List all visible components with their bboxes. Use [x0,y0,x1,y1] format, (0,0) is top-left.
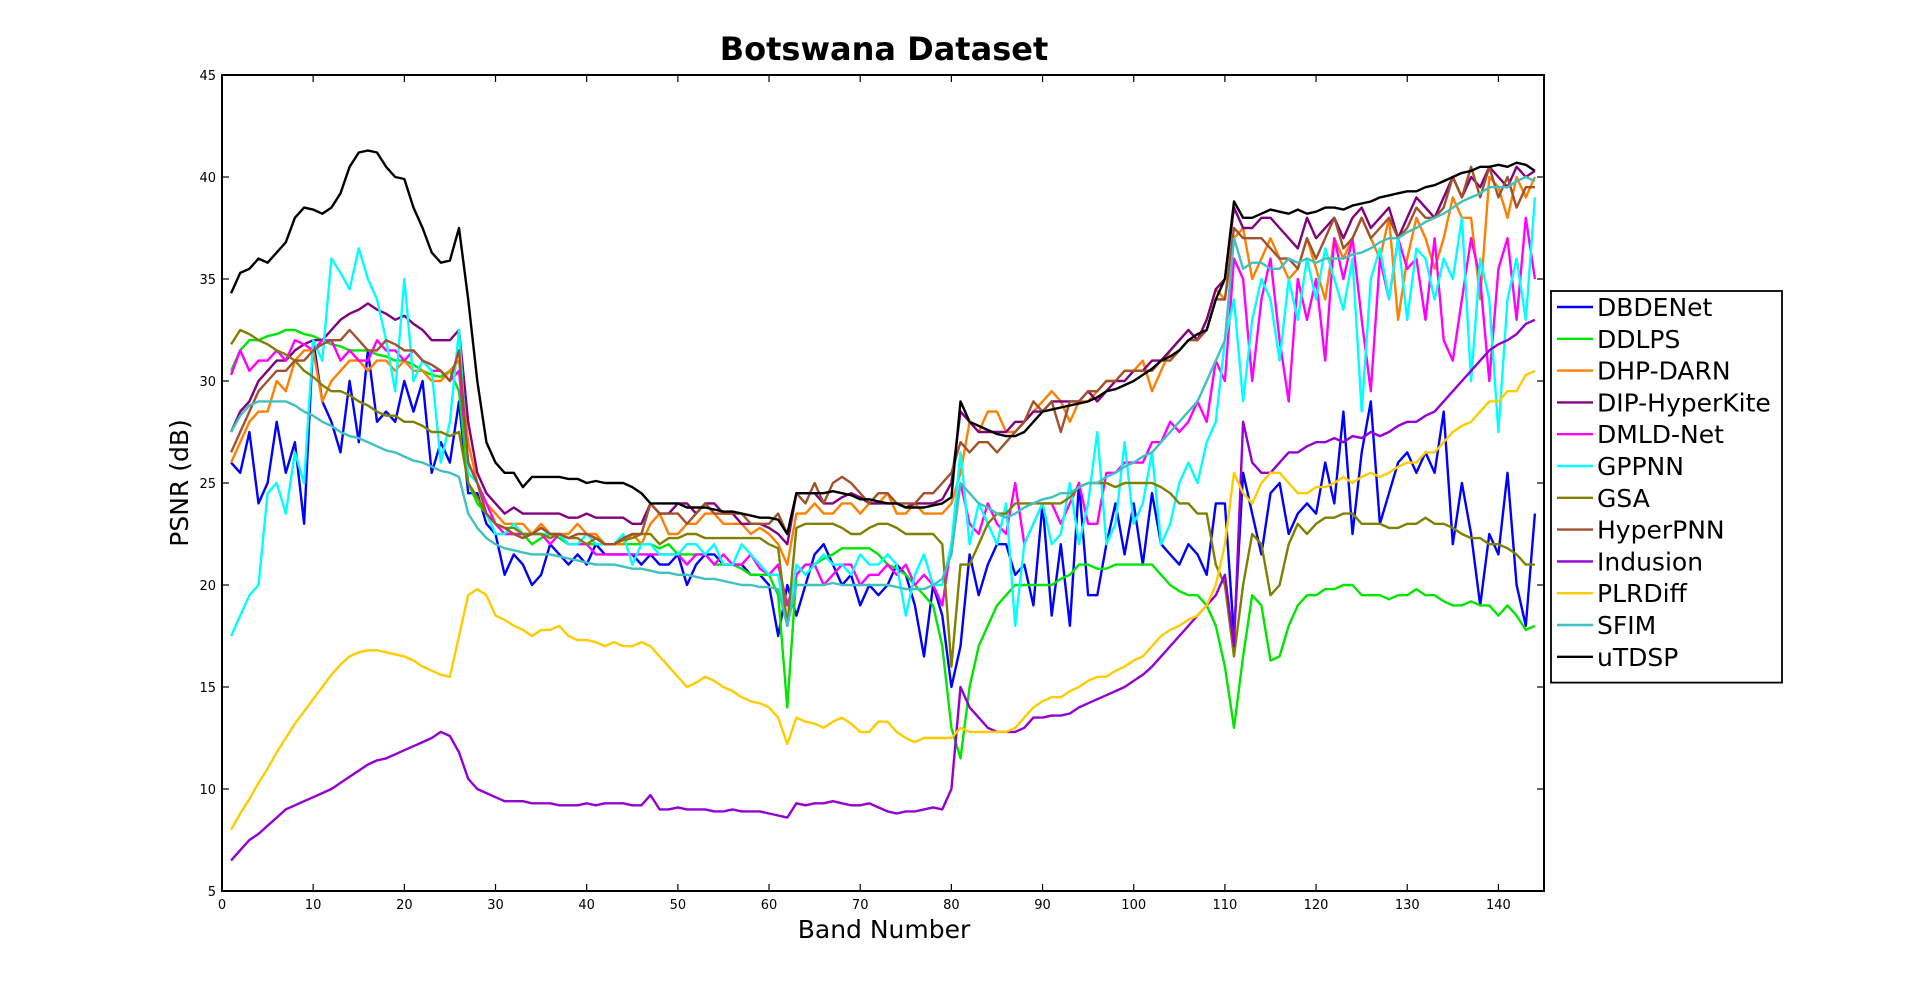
series-line-dip-hyperkite [230,165,1536,546]
plot-frame [221,74,1545,892]
y-tick-label: 20 [199,579,216,594]
legend-label-indusion: Indusion [1597,547,1703,576]
legend-label-dhp-darn: DHP-DARN [1597,357,1731,386]
y-tick-label: 10 [199,783,216,798]
series-line-ddlps [230,328,1536,760]
x-tick-label: 50 [670,898,687,913]
y-tick-label: 35 [199,273,216,288]
series-line-indusion [230,318,1536,862]
legend-label-hyperpnn: HyperPNN [1597,516,1725,545]
legend-label-gppnn: GPPNN [1597,452,1684,481]
legend-label-dip-hyperkite: DIP-HyperKite [1597,388,1771,417]
x-axis-label: Band Number [798,915,971,944]
series-layer [229,149,1537,862]
legend-box [1550,290,1783,684]
x-tick-label: 90 [1034,898,1051,913]
series-line-gsa [230,328,1535,668]
series-line-plrdiff [230,369,1536,831]
x-tick-label: 20 [396,898,413,913]
x-tick-label: 0 [218,898,226,913]
y-tick-label: 25 [199,477,216,492]
x-tick-label: 70 [852,898,869,913]
x-tick-label: 130 [1395,898,1420,913]
x-tick-label: 40 [578,898,595,913]
y-tick-label: 45 [199,69,216,84]
legend-label-dmld-net: DMLD-Net [1597,420,1724,449]
series-line-sfim [230,175,1536,627]
y-tick-label: 30 [199,375,216,390]
legend-label-gsa: GSA [1597,484,1650,513]
y-axis-ticks: 5 10 15 20 25 30 35 40 45 [199,69,1544,900]
y-tick-label: 5 [208,885,216,900]
y-axis-label: PSNR (dB) [165,419,194,547]
series-line-gppnn [230,197,1537,637]
x-tick-label: 110 [1212,898,1237,913]
x-tick-label: 120 [1304,898,1329,913]
x-tick-label: 30 [487,898,504,913]
series-line-hyperpnn [230,165,1535,546]
series-line-dbdenet [230,339,1537,689]
y-tick-label: 40 [199,171,216,186]
x-tick-label: 60 [761,898,778,913]
x-tick-label: 100 [1121,898,1146,913]
legend-label-ddlps: DDLPS [1597,325,1680,354]
legend-label-plrdiff: PLRDiff [1597,579,1688,608]
series-line-dhp-darn [230,175,1536,566]
x-tick-label: 10 [305,898,322,913]
x-tick-label: 140 [1486,898,1511,913]
chart-title: Botswana Dataset [720,30,1048,68]
x-tick-label: 80 [943,898,960,913]
legend-label-dbdenet: DBDENet [1597,293,1713,322]
legend-label-utdsp: uTDSP [1597,643,1678,672]
y-tick-label: 15 [199,681,216,696]
x-axis-ticks: 0 10 20 30 40 50 60 70 80 90 100 110 120 130 140 [218,75,1511,913]
legend-label-sfim: SFIM [1597,611,1656,640]
series-line-utdsp [230,149,1536,536]
